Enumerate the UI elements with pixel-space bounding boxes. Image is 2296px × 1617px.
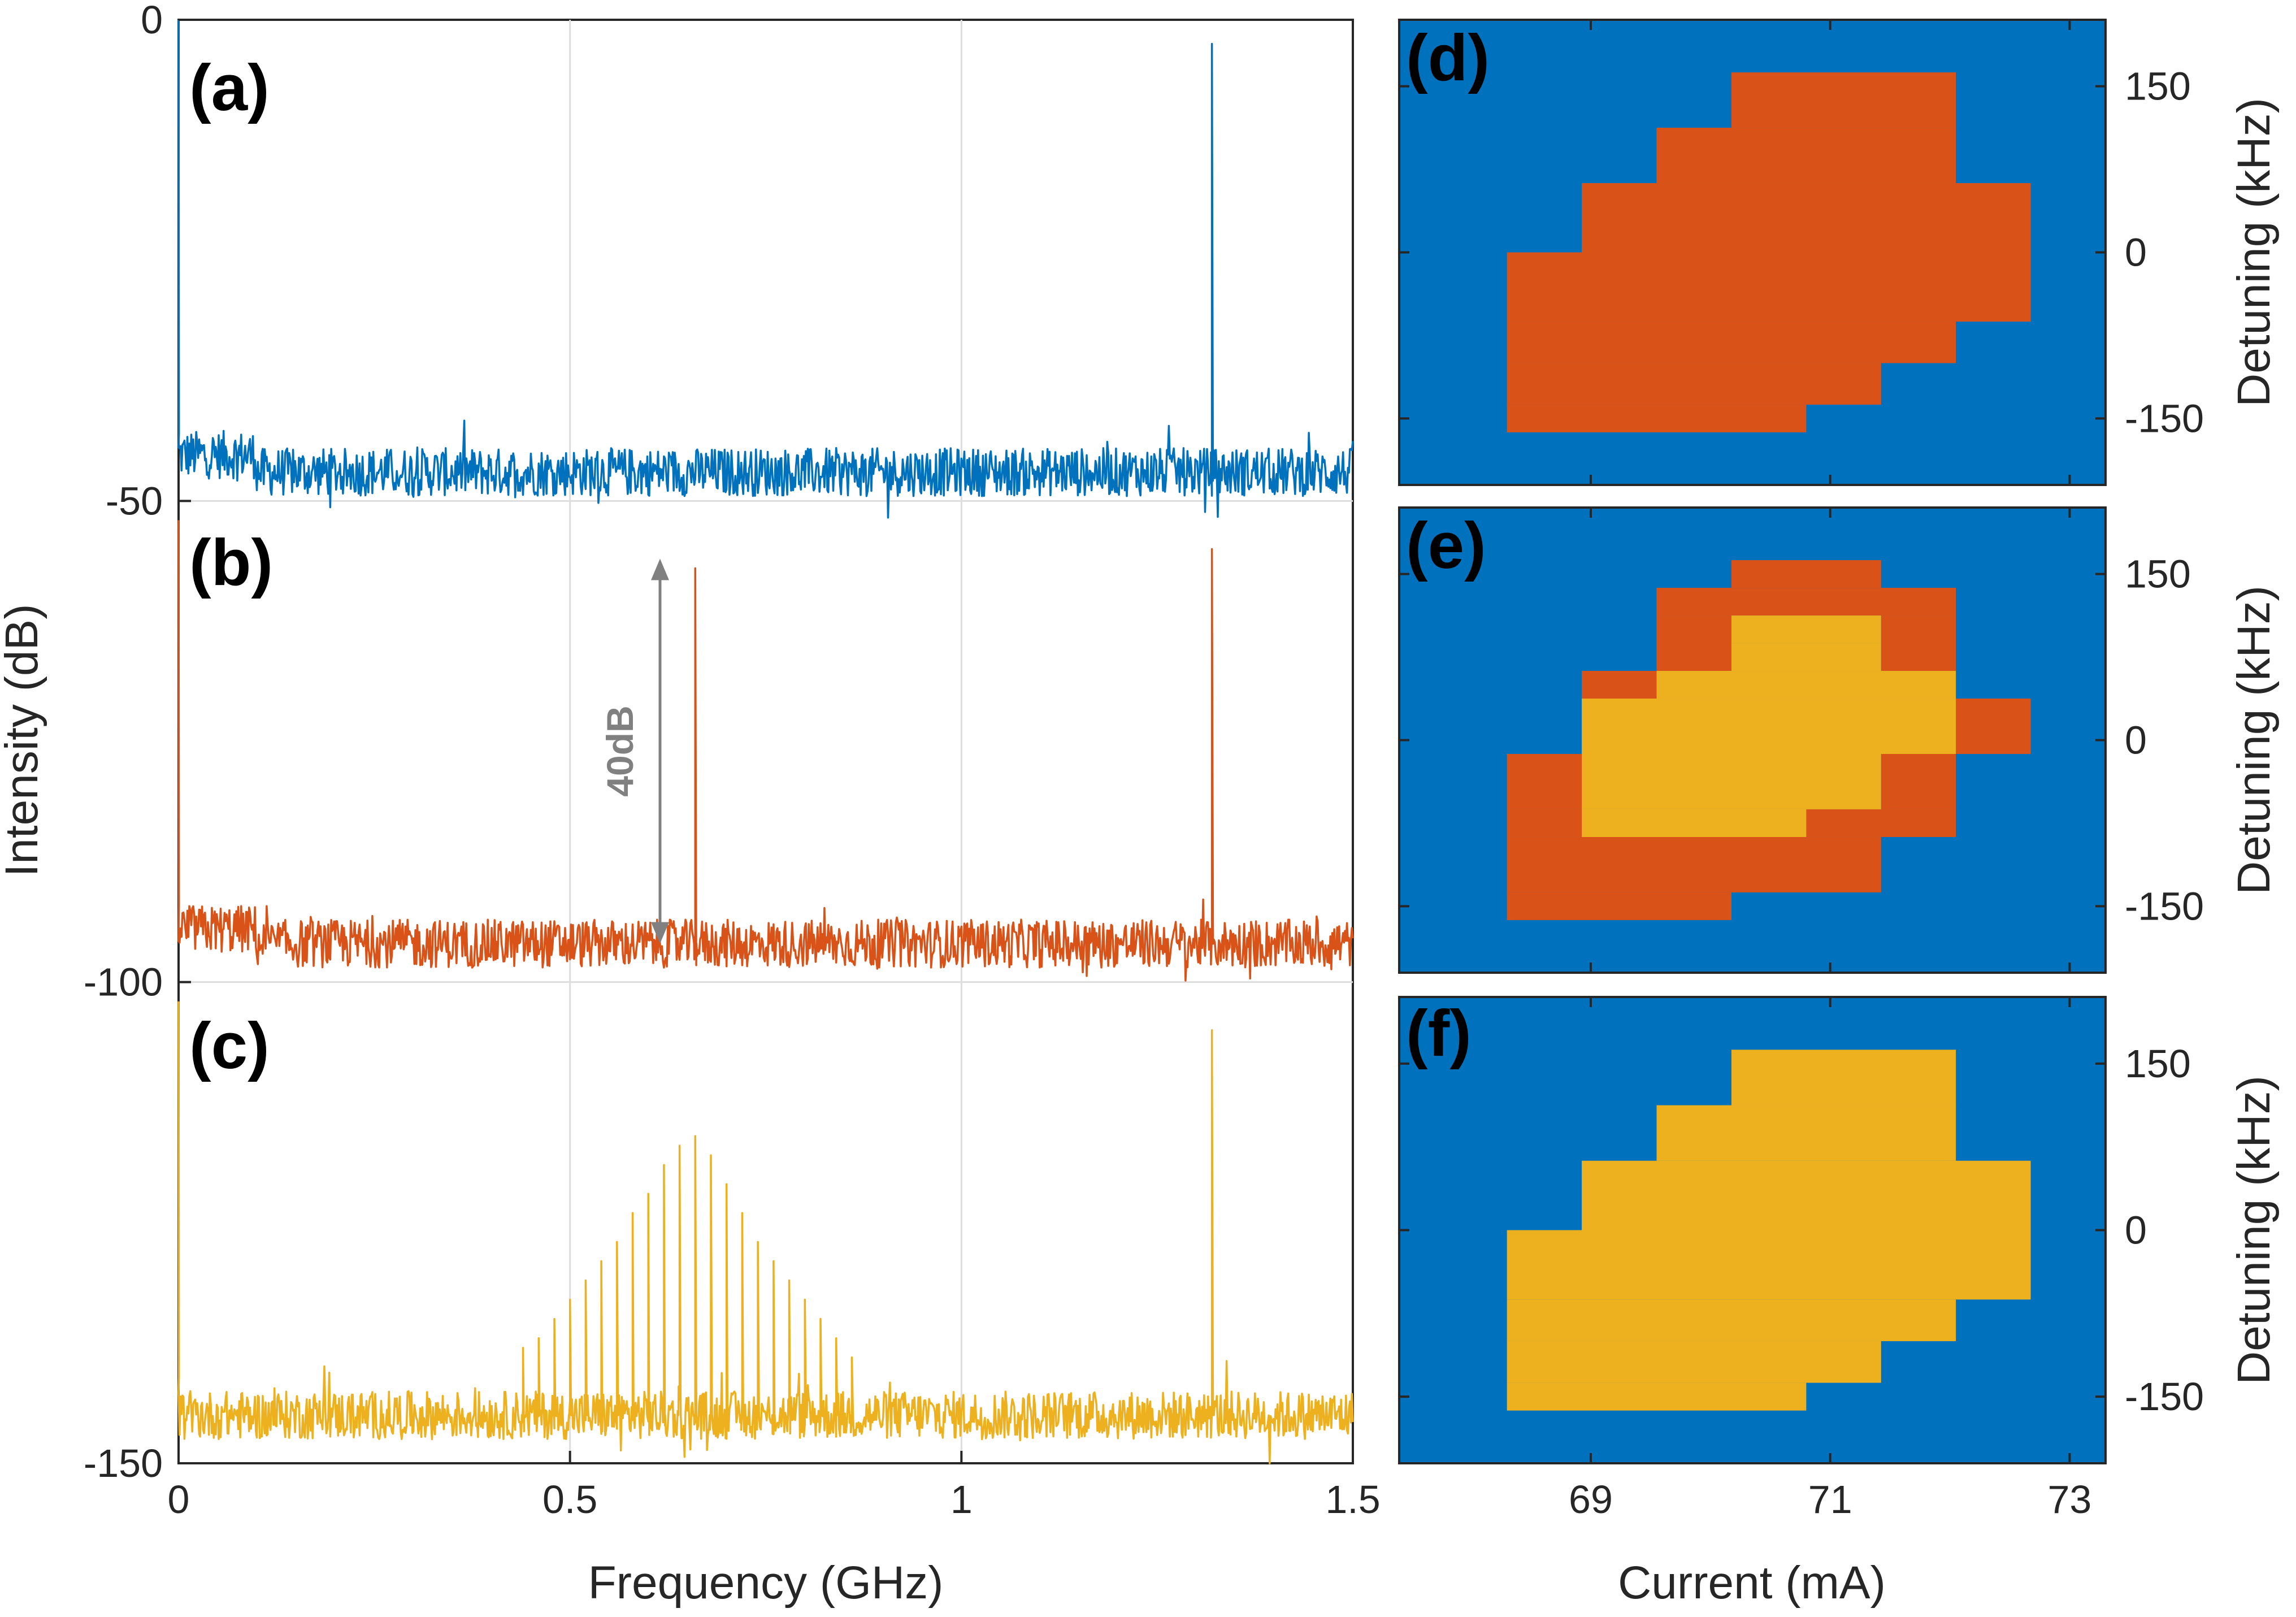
spectrum-grid (179, 20, 1353, 1463)
heatmap-panel-d: 150 0 -150 Detuning (kHz) (1398, 19, 2280, 486)
heatmap-cell-yellow (1582, 699, 1956, 754)
heatmap-cell-region (1507, 252, 2031, 322)
heatmap-cell-region (1507, 363, 1881, 405)
annotation-arrow-down (650, 922, 669, 944)
heatmap-cell-region (1507, 404, 1807, 432)
spectrum-axes: 0 0.5 1 1.5 0 -50 -100 -150 40dB (84, 0, 1381, 1521)
x-axis-label-frequency: Frequency (GHz) (588, 1557, 944, 1609)
heatmap-cell-region (1507, 1341, 1881, 1383)
heatmap-cell-region (1507, 321, 1956, 363)
heatmap-panel-e: 150 0 -150 Detuning (kHz) (1398, 506, 2280, 974)
x-tick-label: 1.5 (1325, 1477, 1380, 1521)
heatmap-cell-yellow (1731, 615, 1881, 644)
heatmap-axes: 150 0 -150 Detuning (kHz) 150 0 -150 Detuning (… (1398, 19, 2280, 1521)
x-axis-label-current: Current (mA) (1618, 1557, 1886, 1609)
heatmap-y-axis-label: Detuning (kHz) (2228, 586, 2280, 895)
heatmap-cell-region (1507, 1382, 1807, 1411)
panel-label-a: (a) (189, 51, 270, 124)
x-tick-label: 0 (168, 1477, 190, 1521)
heatmap-x-tick-label: 71 (1808, 1477, 1852, 1521)
heatmap-cell-orange (1582, 671, 1657, 699)
40db-annotation: 40dB (599, 558, 669, 944)
heatmap-x-tick-label: 73 (2048, 1477, 2092, 1521)
heatmap-cell-orange (1881, 753, 1956, 809)
heatmap-cell-orange (1656, 588, 1956, 616)
heatmap-cell-yellow (1731, 643, 1881, 671)
heatmap-y-tick-label: -150 (2125, 396, 2204, 440)
spectrum-ticks: 0 0.5 1 1.5 0 -50 -100 -150 (84, 0, 1381, 1521)
heatmap-cell-region (1731, 1050, 1956, 1106)
trace-a (177, 19, 1354, 519)
annotation-arrow-up (650, 558, 669, 580)
heatmap-y-axis-label: Detuning (kHz) (2228, 98, 2280, 407)
heatmap-cell-region (1507, 1230, 2031, 1300)
heatmap-cell-orange (1731, 560, 1881, 588)
heatmap-cell-yellow (1656, 671, 1956, 699)
trace-c (177, 1001, 1354, 1464)
y-axis-label-intensity: Intensity (dB) (0, 604, 47, 877)
panel-label-c: (c) (189, 1009, 270, 1082)
heatmap-y-tick-label: 150 (2125, 1042, 2191, 1086)
heatmap-cell-region (1507, 1299, 1956, 1341)
heatmap-cell-region (1656, 128, 1956, 184)
heatmap-y-axis-label: Detuning (kHz) (2228, 1076, 2280, 1385)
heatmap-y-tick-label: 150 (2125, 64, 2191, 109)
heatmap-panel-f: 150 0 -150 Detuning (kHz) (1398, 996, 2280, 1464)
y-tick-label: 0 (141, 0, 163, 42)
heatmap-cell-region (1731, 72, 1956, 128)
y-tick-label: -150 (84, 1441, 163, 1485)
heatmap-y-tick-label: 0 (2125, 1208, 2147, 1252)
heatmap-cell-orange (1656, 615, 1731, 671)
panel-label-b: (b) (189, 526, 273, 599)
heatmap-cell-orange (1507, 836, 1881, 892)
heatmap-x-tick-label: 69 (1569, 1477, 1613, 1521)
heatmap-cell-orange (1507, 892, 1731, 920)
heatmap-cell-orange (1881, 615, 1956, 671)
x-tick-label: 1 (950, 1477, 973, 1521)
panel-label-d: (d) (1406, 21, 1490, 94)
heatmap-cell-region (1582, 183, 2031, 253)
heatmap-y-tick-label: -150 (2125, 884, 2204, 928)
heatmap-cell-orange (1507, 753, 1582, 809)
heatmap-cell-yellow (1582, 753, 1881, 809)
trace-b (177, 520, 1354, 982)
panel-label-f: (f) (1406, 996, 1472, 1070)
annotation-40db-label: 40dB (599, 705, 641, 796)
heatmap-cell-orange (1956, 699, 2031, 754)
heatmap-cell-region (1582, 1160, 2031, 1230)
spectrum-traces (177, 19, 1354, 1464)
heatmap-y-tick-label: -150 (2125, 1375, 2204, 1419)
heatmap-cell-yellow (1582, 809, 1807, 837)
x-tick-label: 0.5 (542, 1477, 597, 1521)
heatmap-cell-region (1656, 1105, 1956, 1161)
heatmap-y-tick-label: 150 (2125, 552, 2191, 596)
heatmap-y-tick-label: 0 (2125, 231, 2147, 275)
panel-label-e: (e) (1406, 509, 1486, 582)
heatmap-y-tick-label: 0 (2125, 718, 2147, 762)
y-tick-label: -50 (106, 479, 163, 523)
y-tick-label: -100 (84, 960, 163, 1004)
